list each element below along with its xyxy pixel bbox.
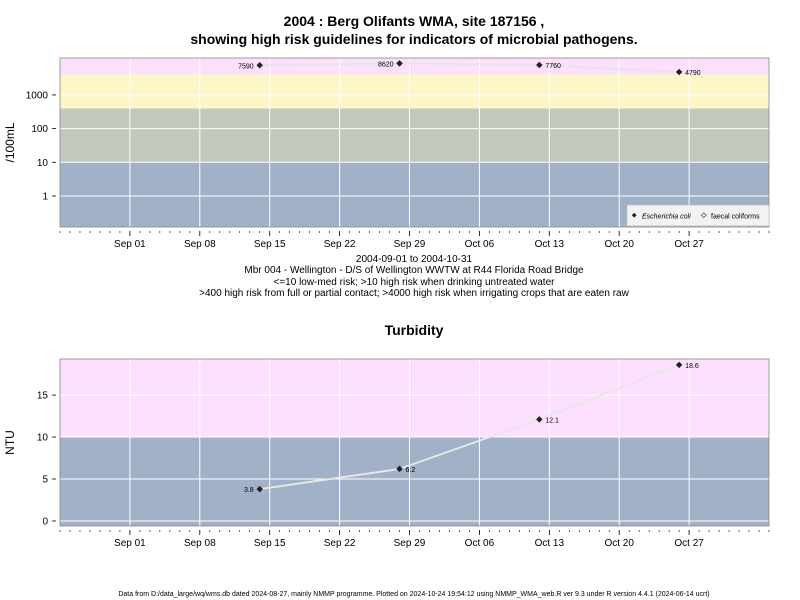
risk-band-2 xyxy=(60,74,769,109)
chart-title-line2: showing high risk guidelines for indicat… xyxy=(190,31,637,47)
x-tick-label: Oct 13 xyxy=(535,239,565,250)
y-axis-label: NTU xyxy=(3,430,17,455)
x-tick-label: Sep 29 xyxy=(394,538,426,549)
turbidity-title: Turbidity xyxy=(385,322,444,338)
x-tick-label: Sep 15 xyxy=(254,538,286,549)
legend-marker-open xyxy=(700,212,707,219)
data-point xyxy=(536,61,543,69)
y-tick-label: 15 xyxy=(37,391,49,402)
x-tick-label: Sep 08 xyxy=(184,538,216,549)
legend-item-ecoli: Escherichia coli xyxy=(642,214,691,221)
y-tick-label: 10 xyxy=(37,433,49,444)
subtitle-drinking-risk: <=10 low-med risk; >10 high risk when dr… xyxy=(274,277,556,288)
legend-box xyxy=(626,204,770,227)
data-label: 4790 xyxy=(685,70,701,77)
x-tick-label: Sep 29 xyxy=(394,239,426,250)
x-tick-label: Oct 06 xyxy=(465,538,495,549)
y-axis-label: /100mL xyxy=(3,122,17,162)
x-tick-label: Oct 06 xyxy=(465,239,495,250)
y-tick-label: 0 xyxy=(42,516,48,527)
x-tick-label: Oct 20 xyxy=(604,538,634,549)
legend-item-faecal: faecal coliforms xyxy=(711,214,760,221)
x-tick-label: Sep 15 xyxy=(254,239,286,250)
series-line-0 xyxy=(259,363,680,491)
chart-title-line1: 2004 : Berg Olifants WMA, site 187156 , xyxy=(284,13,545,29)
plot-frame xyxy=(59,358,770,527)
data-point xyxy=(256,485,263,493)
subtitle-site: Mbr 004 - Wellington - D/S of Wellington… xyxy=(244,265,584,276)
footer-note: Data from D:/data_large/wq/wms.db dated … xyxy=(118,591,709,598)
y-tick-label: 10 xyxy=(37,158,49,169)
y-tick-label: 5 xyxy=(42,475,48,486)
subtitle-date-range: 2004-09-01 to 2004-10-31 xyxy=(356,254,473,265)
y-tick-label: 1 xyxy=(42,191,48,202)
risk-band-1 xyxy=(60,108,769,163)
risk-band-0 xyxy=(60,437,769,526)
risk-band-3 xyxy=(60,58,769,75)
turbidity-panel: Sep 01 Sep 08 Sep 15 Sep 22 Sep 29 Oct 06 Oct … xyxy=(3,358,770,549)
data-label: 18.6 xyxy=(685,363,699,370)
data-label: 7590 xyxy=(238,63,254,70)
x-tick-label: Oct 20 xyxy=(604,239,634,250)
x-tick-label: Oct 27 xyxy=(674,239,704,250)
x-tick-label: Sep 01 xyxy=(114,239,146,250)
x-tick-label: Sep 01 xyxy=(114,538,146,549)
x-tick-label: Sep 22 xyxy=(324,239,356,250)
data-label: 6.2 xyxy=(406,467,416,474)
x-tick-label: Sep 08 xyxy=(184,239,216,250)
subtitle-contact-risk: >400 high risk from full or partial cont… xyxy=(199,288,629,299)
data-point xyxy=(675,361,683,369)
x-tick-label: Sep 22 xyxy=(324,538,356,549)
x-tick-label: Oct 27 xyxy=(674,538,704,549)
data-label: 7760 xyxy=(545,63,561,70)
data-label: 12.1 xyxy=(545,417,559,424)
y-tick-label: 100 xyxy=(31,124,48,135)
x-tick-label: Oct 13 xyxy=(535,538,565,549)
y-tick-label: 1000 xyxy=(26,90,49,101)
data-point xyxy=(536,416,543,423)
legend: Escherichia coli faecal coliforms xyxy=(626,204,770,227)
data-point xyxy=(396,465,403,473)
risk-band-1 xyxy=(60,359,769,438)
plot-frame xyxy=(59,57,770,228)
data-label: 8620 xyxy=(378,61,394,68)
series-line-0 xyxy=(259,62,680,74)
ecoli-panel: Sep 01 Sep 08 Sep 15 Sep 22 Sep 29 Oct 06 Oct … xyxy=(3,57,770,250)
data-label: 3.8 xyxy=(244,487,254,494)
